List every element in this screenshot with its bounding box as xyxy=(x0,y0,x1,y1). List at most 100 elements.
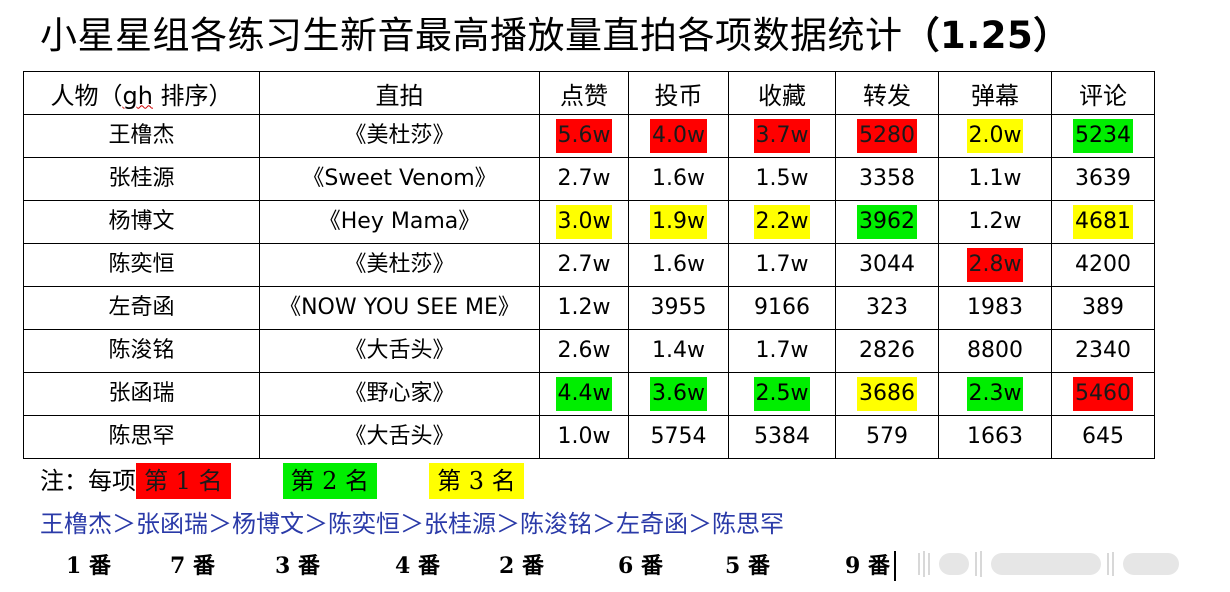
position-number: 6 番 xyxy=(618,553,663,579)
favorites-value: 1.7w xyxy=(755,252,809,277)
legend-rank3: 第 3 名 xyxy=(429,463,524,499)
cell-shares: 5280 xyxy=(835,114,939,158)
cell-likes: 5.6w xyxy=(539,114,629,158)
page-title: 小星星组各练习生新音最高播放量直拍各项数据统计（1.25） xyxy=(40,6,1210,66)
likes-value: 2.6w xyxy=(557,338,611,363)
header-danmaku: 弹幕 xyxy=(938,71,1052,115)
cell-shares: 2826 xyxy=(835,329,939,373)
position-number: 2 番 xyxy=(499,553,544,579)
cell-coins: 3.6w xyxy=(628,372,729,416)
name-value: 张桂源 xyxy=(108,166,175,191)
favorites-value: 2.5w xyxy=(753,377,811,411)
cell-danmaku: 2.0w xyxy=(938,114,1052,158)
cell-danmaku: 1.1w xyxy=(938,157,1052,201)
shares-value: 323 xyxy=(866,295,908,320)
table-header-row: 人物（gh 排序） 直拍 点赞 投币 收藏 转发 弹幕 评论 xyxy=(23,71,1155,115)
favorites-value: 1.5w xyxy=(755,166,809,191)
likes-value: 5.6w xyxy=(555,119,613,153)
likes-value: 2.7w xyxy=(557,166,611,191)
fancam-value: 《大舌头》 xyxy=(344,338,455,363)
cell-favorites: 2.5w xyxy=(728,372,836,416)
cell-fancam: 《野心家》 xyxy=(259,372,540,416)
cell-coins: 1.6w xyxy=(628,243,729,287)
cell-favorites: 9166 xyxy=(728,286,836,330)
cell-name: 左奇函 xyxy=(23,286,260,330)
comments-value: 5234 xyxy=(1073,119,1133,153)
fancam-value: 《野心家》 xyxy=(344,381,455,406)
cell-comments: 4200 xyxy=(1051,243,1155,287)
likes-value: 2.7w xyxy=(557,252,611,277)
cell-shares: 3962 xyxy=(835,200,939,244)
coins-value: 3955 xyxy=(650,295,707,320)
likes-value: 1.2w xyxy=(557,295,611,320)
comments-value: 4681 xyxy=(1073,205,1133,239)
cell-likes: 1.2w xyxy=(539,286,629,330)
cell-coins: 1.9w xyxy=(628,200,729,244)
cell-comments: 645 xyxy=(1051,415,1155,459)
table-row: 张函瑞 《野心家》 4.4w 3.6w 2.5w 3686 2.3w 5460 xyxy=(23,372,1155,416)
likes-value: 4.4w xyxy=(555,377,613,411)
cell-comments: 2340 xyxy=(1051,329,1155,373)
header-favorites: 收藏 xyxy=(728,71,836,115)
cell-danmaku: 2.3w xyxy=(938,372,1052,416)
cell-comments: 5460 xyxy=(1051,372,1155,416)
coins-value: 3.6w xyxy=(650,377,707,411)
favorites-value: 3.7w xyxy=(753,119,811,153)
cell-shares: 323 xyxy=(835,286,939,330)
title-text: 小星星组各练习生新音最高播放量直拍各项数据统计 xyxy=(40,14,903,57)
coins-value: 1.4w xyxy=(652,338,705,363)
cell-shares: 579 xyxy=(835,415,939,459)
fancam-value: 《美杜莎》 xyxy=(344,123,455,148)
coins-value: 1.6w xyxy=(652,166,705,191)
danmaku-value: 2.8w xyxy=(966,248,1024,282)
fancam-value: 《Hey Mama》 xyxy=(318,209,481,234)
shares-value: 2826 xyxy=(859,338,915,363)
header-likes: 点赞 xyxy=(539,71,629,115)
danmaku-value: 1.2w xyxy=(968,209,1022,234)
fancam-value: 《大舌头》 xyxy=(344,424,455,449)
cell-coins: 1.6w xyxy=(628,157,729,201)
table-row: 张桂源 《Sweet Venom》 2.7w 1.6w 1.5w 3358 1.1w 3639 xyxy=(23,157,1155,201)
header-comments: 评论 xyxy=(1051,71,1155,115)
table-row: 陈思罕 《大舌头》 1.0w 5754 5384 579 1663 645 xyxy=(23,415,1155,459)
cell-fancam: 《大舌头》 xyxy=(259,329,540,373)
name-value: 陈浚铭 xyxy=(108,338,175,363)
header-fancam: 直拍 xyxy=(259,71,540,115)
cell-name: 陈奕恒 xyxy=(23,243,260,287)
danmaku-value: 1.1w xyxy=(968,166,1022,191)
header-shares: 转发 xyxy=(835,71,939,115)
position-number: 9 番 xyxy=(845,553,890,579)
cell-comments: 5234 xyxy=(1051,114,1155,158)
legend-rank2: 第 2 名 xyxy=(282,463,378,499)
cell-favorites: 2.2w xyxy=(728,200,836,244)
cell-likes: 2.7w xyxy=(539,157,629,201)
cell-coins: 3955 xyxy=(628,286,729,330)
name-value: 杨博文 xyxy=(108,209,175,234)
cell-likes: 3.0w xyxy=(539,200,629,244)
cell-comments: 3639 xyxy=(1051,157,1155,201)
favorites-value: 2.2w xyxy=(753,205,811,239)
cell-likes: 1.0w xyxy=(539,415,629,459)
coins-value: 4.0w xyxy=(650,119,707,153)
legend-rank1: 第 1 名 xyxy=(136,463,231,499)
cell-favorites: 1.7w xyxy=(728,329,836,373)
cell-likes: 2.7w xyxy=(539,243,629,287)
cell-name: 张函瑞 xyxy=(23,372,260,416)
name-value: 陈奕恒 xyxy=(108,252,175,277)
table-row: 左奇函 《NOW YOU SEE ME》 1.2w 3955 9166 323 1983 38… xyxy=(23,286,1155,330)
cell-danmaku: 1.2w xyxy=(938,200,1052,244)
legend-note: 注：每项第 1 名 第 2 名 第 3 名 xyxy=(40,462,524,500)
cell-danmaku: 1983 xyxy=(938,286,1052,330)
header-person: 人物（gh 排序） xyxy=(23,71,260,115)
cell-fancam: 《NOW YOU SEE ME》 xyxy=(259,286,540,330)
table-row: 陈浚铭 《大舌头》 2.6w 1.4w 1.7w 2826 8800 2340 xyxy=(23,329,1155,373)
cell-danmaku: 8800 xyxy=(938,329,1052,373)
position-numbers: 1 番 7 番 3 番 4 番 2 番 6 番 5 番 9 番 xyxy=(40,546,940,586)
watermark xyxy=(918,548,1218,580)
position-number: 7 番 xyxy=(170,553,215,579)
danmaku-value: 2.0w xyxy=(966,119,1024,153)
table-row: 陈奕恒 《美杜莎》 2.7w 1.6w 1.7w 3044 2.8w 4200 xyxy=(23,243,1155,287)
position-number: 1 番 xyxy=(66,553,111,579)
position-number: 4 番 xyxy=(395,553,440,579)
table-row: 王橹杰 《美杜莎》 5.6w 4.0w 3.7w 5280 2.0w 5234 xyxy=(23,114,1155,158)
